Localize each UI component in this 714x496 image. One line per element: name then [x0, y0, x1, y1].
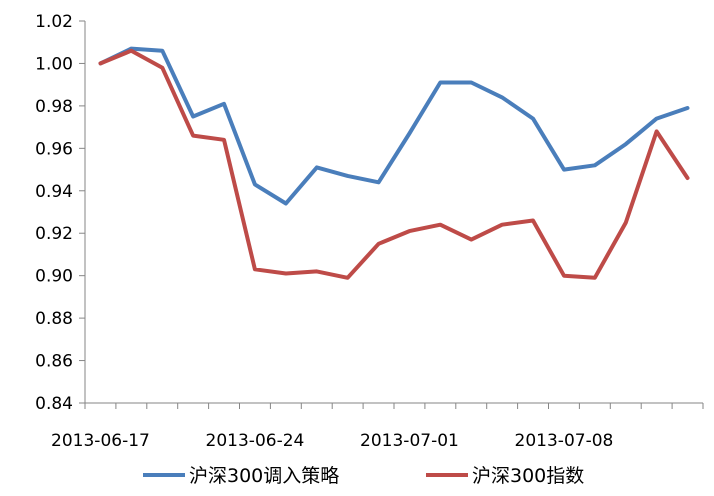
legend-label: 沪深300指数 [472, 465, 584, 487]
x-tick-label: 2013-06-17 [51, 431, 150, 451]
y-tick-label: 0.92 [35, 224, 73, 244]
y-tick-label: 0.94 [35, 182, 73, 202]
series-layer [100, 48, 687, 277]
legend-label: 沪深300调入策略 [189, 465, 339, 487]
x-tick-label: 2013-07-08 [515, 431, 614, 451]
y-axis: 0.84 0.86 0.88 0.90 0.92 0.94 0.96 0.98 1.00 1.02 [35, 12, 85, 414]
y-tick-label: 0.88 [35, 309, 73, 329]
y-tick-label: 0.90 [35, 267, 73, 287]
x-axis: 2013-06-17 2013-06-24 2013-07-01 2013-07-08 [51, 403, 703, 451]
y-tick-label: 1.02 [35, 12, 73, 32]
x-tick-label: 2013-07-01 [360, 431, 459, 451]
y-tick-label: 0.98 [35, 97, 73, 117]
y-tick-label: 1.00 [35, 54, 73, 74]
legend: 沪深300调入策略 沪深300指数 [143, 465, 584, 487]
legend-item: 沪深300调入策略 [143, 465, 339, 487]
x-tick-label: 2013-06-24 [206, 431, 305, 451]
y-tick-label: 0.86 [35, 352, 73, 372]
legend-item: 沪深300指数 [426, 465, 584, 487]
y-tick-label: 0.84 [35, 394, 73, 414]
y-tick-label: 0.96 [35, 139, 73, 159]
